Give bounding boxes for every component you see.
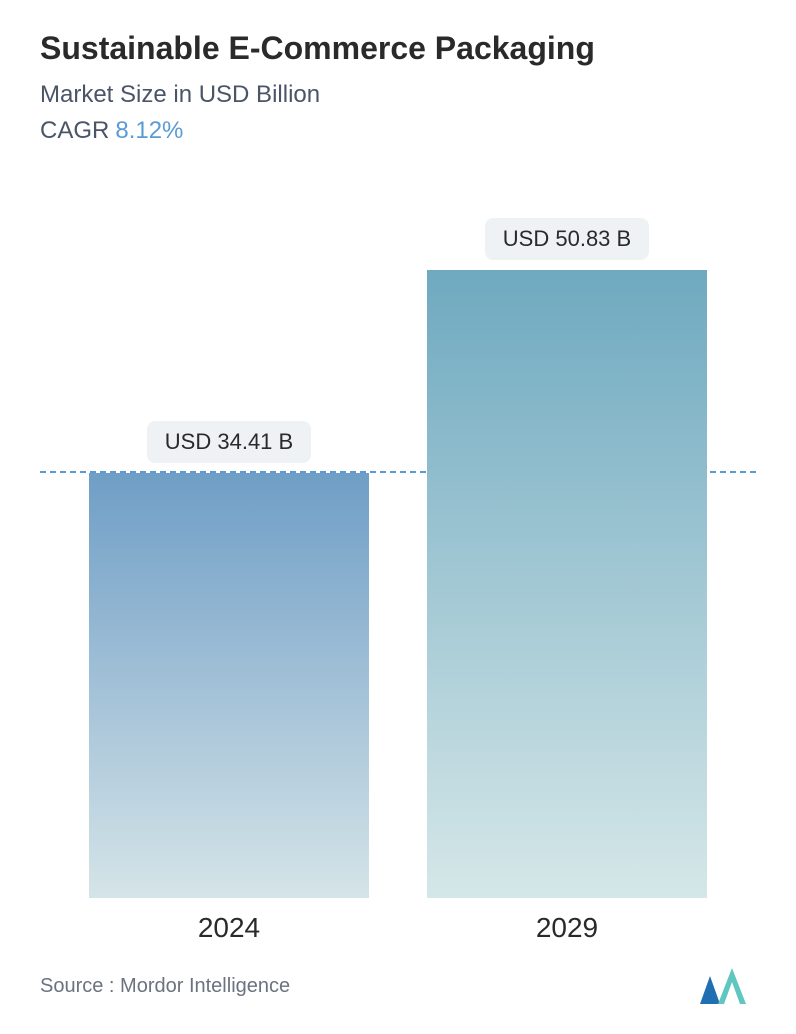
- x-label-1: 2029: [427, 912, 707, 944]
- brand-logo-icon: [700, 968, 756, 1004]
- chart-footer: Source : Mordor Intelligence: [40, 968, 756, 1014]
- x-label-0: 2024: [89, 912, 369, 944]
- chart-container: Sustainable E-Commerce Packaging Market …: [0, 0, 796, 1034]
- cagr-value: 8.12%: [115, 117, 183, 144]
- bar-group-1: USD 50.83 B: [427, 218, 707, 898]
- chart-area: USD 34.41 B USD 50.83 B: [40, 185, 756, 898]
- chart-title: Sustainable E-Commerce Packaging: [40, 30, 756, 67]
- value-label-1: USD 50.83 B: [485, 218, 649, 260]
- chart-subtitle: Market Size in USD Billion: [40, 81, 756, 109]
- bar-group-0: USD 34.41 B: [89, 421, 369, 898]
- source-text: Source : Mordor Intelligence: [40, 975, 290, 998]
- cagr-label: CAGR: [40, 117, 109, 144]
- bar-0: [89, 473, 369, 898]
- cagr-row: CAGR8.12%: [40, 117, 756, 145]
- bar-1: [427, 270, 707, 898]
- x-axis-labels: 2024 2029: [40, 898, 756, 968]
- value-label-0: USD 34.41 B: [147, 421, 311, 463]
